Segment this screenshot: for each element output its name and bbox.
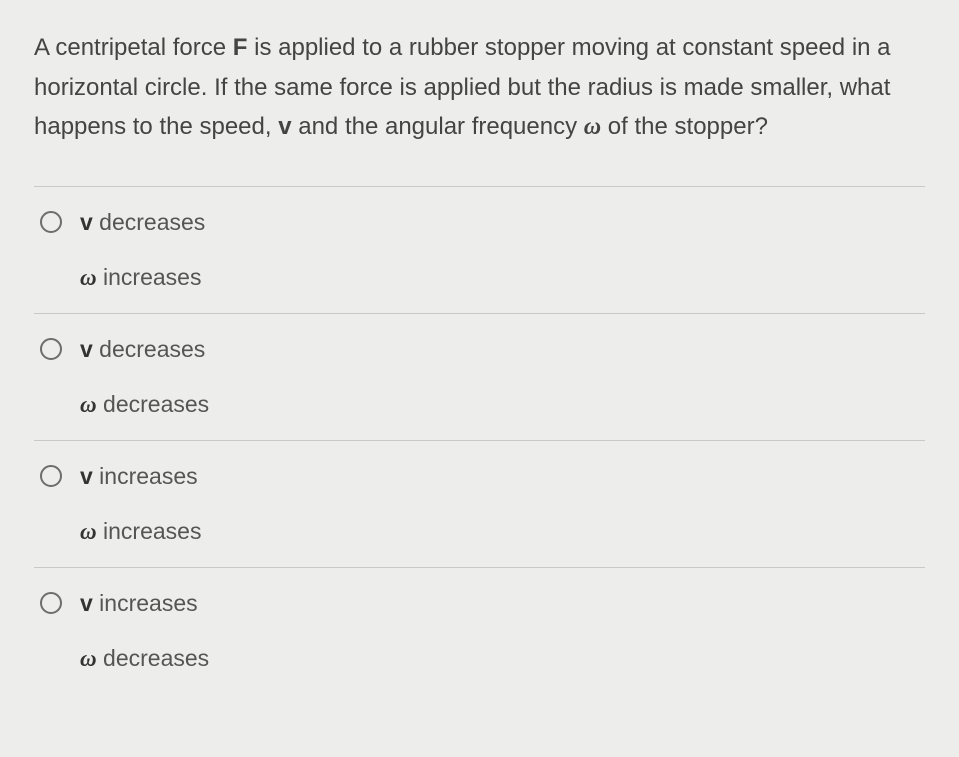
question-seg3: and the angular frequency bbox=[292, 113, 584, 140]
option-w-text: increases bbox=[97, 264, 202, 290]
option-line-v: v decreases bbox=[80, 209, 205, 236]
question-seg1: A centripetal force bbox=[34, 34, 233, 61]
option-w-text: decreases bbox=[97, 391, 210, 417]
symbol-omega: ω bbox=[80, 646, 97, 671]
radio-icon[interactable] bbox=[40, 211, 62, 233]
option-line-w: ω increases bbox=[80, 518, 201, 545]
option-line-w: ω decreases bbox=[80, 645, 209, 672]
option-v-text: increases bbox=[93, 590, 198, 616]
question-symbol-F: F bbox=[233, 34, 248, 61]
options-list: v decreases ω increases v decreases ω de… bbox=[34, 186, 925, 694]
radio-icon[interactable] bbox=[40, 338, 62, 360]
option-line-w: ω decreases bbox=[80, 391, 209, 418]
symbol-v: v bbox=[80, 336, 93, 362]
symbol-v: v bbox=[80, 590, 93, 616]
option-w-text: increases bbox=[97, 518, 202, 544]
option-line-w: ω increases bbox=[80, 264, 201, 291]
option-line-v: v increases bbox=[80, 463, 198, 490]
option-line-v: v decreases bbox=[80, 336, 205, 363]
option-1[interactable]: v decreases ω increases bbox=[34, 187, 925, 314]
radio-icon[interactable] bbox=[40, 592, 62, 614]
option-w-text: decreases bbox=[97, 645, 210, 671]
symbol-omega: ω bbox=[80, 519, 97, 544]
symbol-v: v bbox=[80, 209, 93, 235]
option-2[interactable]: v decreases ω decreases bbox=[34, 314, 925, 441]
symbol-v: v bbox=[80, 463, 93, 489]
symbol-omega: ω bbox=[80, 392, 97, 417]
question-symbol-omega: ω bbox=[584, 114, 601, 140]
option-v-text: increases bbox=[93, 463, 198, 489]
symbol-omega: ω bbox=[80, 265, 97, 290]
option-line-v: v increases bbox=[80, 590, 198, 617]
radio-icon[interactable] bbox=[40, 465, 62, 487]
option-4[interactable]: v increases ω decreases bbox=[34, 568, 925, 694]
option-v-text: decreases bbox=[93, 209, 206, 235]
option-3[interactable]: v increases ω increases bbox=[34, 441, 925, 568]
question-text: A centripetal force F is applied to a ru… bbox=[34, 28, 925, 148]
question-symbol-v: v bbox=[278, 113, 291, 140]
question-seg4: of the stopper? bbox=[601, 113, 768, 140]
option-v-text: decreases bbox=[93, 336, 206, 362]
